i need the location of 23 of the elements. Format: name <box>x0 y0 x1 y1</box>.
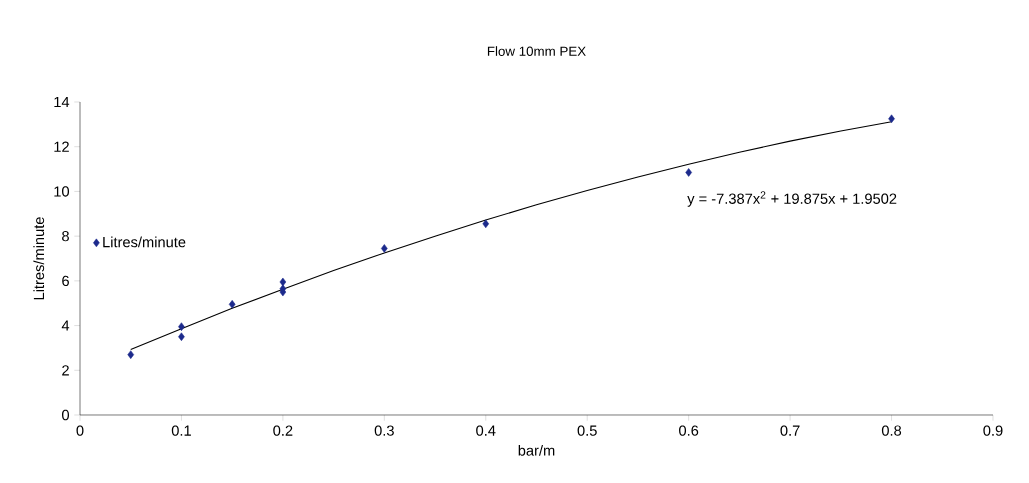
y-tick-label: 4 <box>61 320 70 331</box>
x-tick-label: 0.4 <box>476 425 496 436</box>
annotation: y = -7.387x$^{2}$ + 19.875x + 1.9502 <box>687 191 897 207</box>
y-tick-label: 6 <box>62 275 69 287</box>
x-tick-label: 0.9 <box>983 425 1003 436</box>
x-tick-label: 0.2 <box>273 425 293 436</box>
x-tick-label: 0.7 <box>780 425 800 436</box>
x-tick-label: 0.6 <box>679 425 699 436</box>
chart-title: Flow 10mm PEX <box>487 46 586 56</box>
y-tick-label: 12 <box>54 141 69 152</box>
x-tick-label: 0.3 <box>374 425 394 436</box>
y-tick-label: 8 <box>62 230 69 242</box>
x-tick-label: 0 <box>76 425 84 436</box>
y-tick-label: 10 <box>54 186 70 197</box>
y-axis-title: Litres/minute <box>33 217 45 300</box>
y-tick-label: 2 <box>62 365 69 376</box>
y-tick-label: 14 <box>54 96 70 108</box>
legend-label: Litres/minute <box>103 236 186 248</box>
x-tick-label: 0.8 <box>881 425 902 436</box>
y-tick-label: 0 <box>62 409 70 421</box>
x-tick-label: 0.5 <box>577 425 597 436</box>
x-tick-label: 0.1 <box>171 425 191 436</box>
x-axis-title: bar/m <box>518 444 555 456</box>
